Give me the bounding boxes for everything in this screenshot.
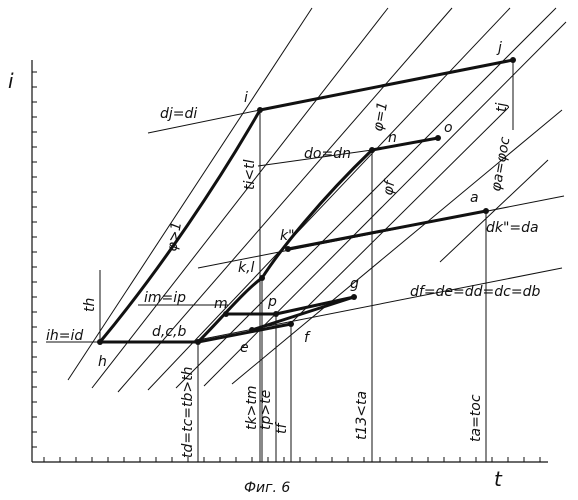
point-k2 [285,246,291,252]
point-kl [259,275,265,281]
label-o: o [444,120,453,136]
label-a: a [470,190,479,206]
label-t13-ta: t13<ta [354,391,370,440]
label-tp-te: tp>te [258,390,274,430]
label-dcb: d,c,b [152,324,186,340]
point-f [288,321,294,327]
label-k2: k" [280,228,295,244]
label-e: e [240,340,249,356]
label-phi-eq1: φ=1 [370,100,391,132]
label-df-db: df=de=dd=dc=db [410,284,540,300]
label-phi-f: φf [380,178,399,197]
y-axis-ticks [32,72,37,447]
label-f: f [304,330,311,346]
label-th: th [82,298,98,312]
point-i [257,107,263,113]
point-j [510,57,516,63]
label-td: td=tc=tb>th [180,367,196,459]
label-ih-id: ih=id [46,328,83,344]
label-j: j [496,40,502,56]
diagonal-line [92,8,388,388]
label-h: h [98,354,107,370]
label-ta-toc: ta=toc [468,394,484,442]
label-m: m [214,296,228,312]
label-n: n [388,130,397,146]
diagonal-line [232,110,562,384]
k-to-a-segment [288,211,486,249]
label-phi-a: φa=φoc [488,135,513,192]
label-ti-tl: ti<tl [242,159,258,190]
label-g: g [350,276,359,292]
label-p: p [267,294,277,310]
point-o [435,135,441,141]
label-phi-gt1: φ>1 [164,220,185,252]
label-kl: k,l [238,260,255,276]
point-n [369,147,375,153]
figure-caption: Фиг. 6 [244,480,290,496]
label-do-dn: do=dn [304,146,351,162]
diagonal-line [176,8,556,388]
label-tj: tj [494,103,510,112]
label-dj-di: dj=di [160,106,197,122]
point-a [483,208,489,214]
n-to-o-segment [372,138,438,150]
diagonal-line [148,8,510,390]
x-axis-ticks [44,457,540,462]
y-axis-label: i [8,69,14,93]
point-h [97,339,103,345]
label-dk-da: dk"=da [486,220,539,236]
label-i: i [244,90,248,106]
point-dcb [195,339,201,345]
x-axis-label: t [494,467,503,491]
point-e [249,327,255,333]
point-g [351,294,357,300]
point-p [273,311,279,317]
label-im-ip: im=ip [144,290,186,306]
